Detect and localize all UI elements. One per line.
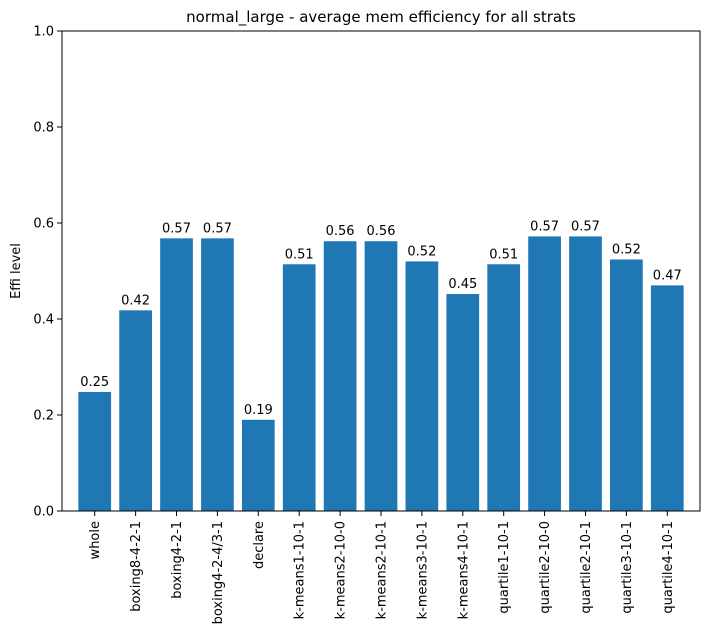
bar-quartile2-10-1 [569,236,602,511]
y-tick-label: 1.0 [33,25,54,40]
data-label: 0.57 [203,221,232,236]
x-tick-label: quartile4-10-1 [661,521,676,614]
x-tick-label: k-means2-10-1 [375,521,390,619]
bar-quartile4-10-1 [650,285,684,511]
data-label: 0.45 [448,277,477,292]
data-label: 0.47 [653,268,682,283]
bar-quartile1-10-1 [487,264,521,511]
x-tick-label: whole [88,521,103,559]
y-tick-label: 0.0 [33,505,54,520]
data-label: 0.57 [530,219,559,234]
bar-quartile2-10-0 [528,236,561,511]
data-label: 0.57 [571,219,600,234]
x-tick-label: declare [252,521,267,569]
bar-k-means1-10-1 [282,264,316,511]
data-label: 0.19 [244,403,273,418]
y-tick-label: 0.2 [33,409,54,424]
x-tick-label: quartile2-10-0 [538,521,553,614]
x-tick-label: k-means1-10-1 [293,521,308,619]
data-label: 0.51 [489,247,518,262]
data-label: 0.56 [326,224,355,239]
y-tick-label: 0.8 [33,121,54,136]
x-tick-label: boxing4-2-4/3-1 [211,521,226,624]
x-tick-label: quartile3-10-1 [620,521,635,614]
data-label: 0.42 [121,293,150,308]
data-label: 0.25 [80,375,109,390]
bar-k-means4-10-1 [446,294,480,511]
bar-k-means3-10-1 [405,261,439,511]
bar-whole [78,391,112,511]
data-label: 0.56 [367,224,396,239]
data-label: 0.52 [612,242,641,257]
bar-k-means2-10-1 [364,241,398,512]
data-label: 0.52 [407,244,436,259]
data-label: 0.57 [162,221,191,236]
x-tick-label: quartile2-10-1 [579,521,594,614]
plot-frame [61,30,701,512]
x-tick-label: k-means3-10-1 [415,521,430,619]
data-labels: 0.25 0.42 0.57 0.57 0.19 0.51 0.56 0.56 0.52 0.45… [80,219,682,417]
y-tick-label: 0.6 [33,217,54,232]
x-tick-label: boxing8-4-2-1 [129,521,144,612]
x-tick-label: k-means2-10-0 [334,521,349,619]
x-tick-label: quartile1-10-1 [497,521,512,614]
x-tick-label: boxing4-2-1 [170,521,185,599]
y-tick-label: 0.4 [33,313,54,328]
chart-title: normal_large - average mem efficiency fo… [186,8,576,27]
x-axis: whole boxing8-4-2-1 boxing4-2-1 boxing4-2-4… [88,511,676,624]
y-axis: 0.0 0.2 0.4 0.6 0.8 1.0 [33,25,62,520]
bar-boxing8-4-2-1 [119,310,152,511]
bar-quartile3-10-1 [610,259,643,511]
data-label: 0.51 [285,247,314,262]
bars [78,236,684,512]
bar-boxing4-2-4/3-1 [201,238,234,512]
bar-declare [241,419,275,511]
bar-boxing4-2-1 [160,238,193,512]
y-axis-label: Effi level [9,243,24,299]
x-tick-label: k-means4-10-1 [456,521,471,619]
bar-k-means2-10-0 [323,241,357,512]
